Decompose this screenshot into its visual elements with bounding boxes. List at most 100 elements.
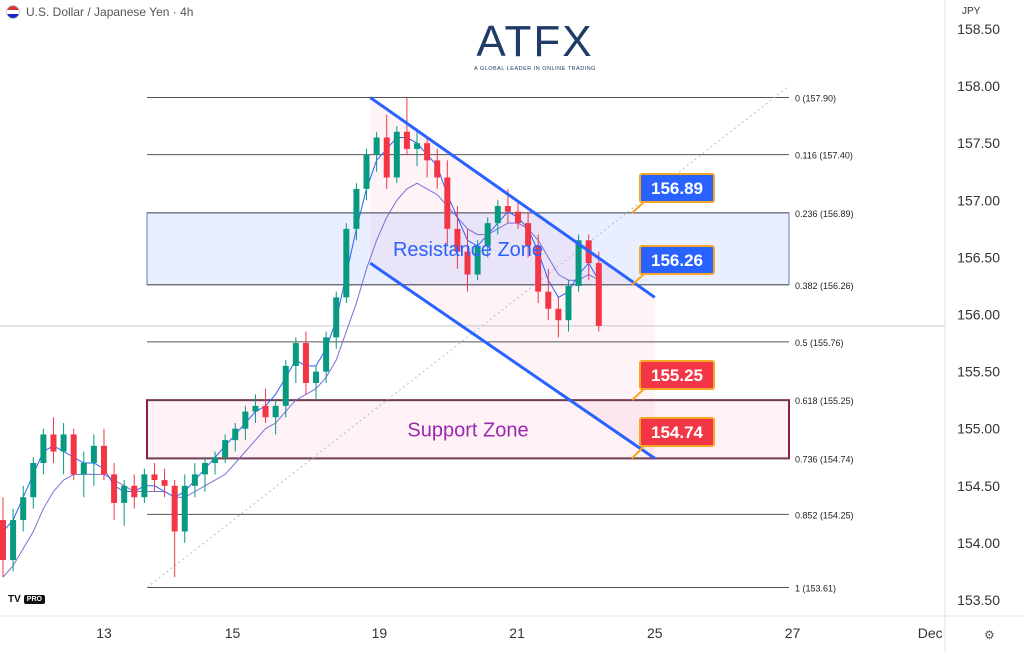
- candle-body[interactable]: [575, 240, 582, 286]
- y-tick-label: 157.50: [957, 135, 1000, 151]
- candle-body[interactable]: [454, 228, 461, 252]
- y-tick-label: 155.00: [957, 421, 1000, 437]
- candle-body[interactable]: [242, 411, 249, 429]
- candle-body[interactable]: [353, 188, 360, 229]
- y-tick-label: 156.50: [957, 249, 1000, 265]
- candle-body[interactable]: [373, 137, 380, 155]
- price-callout-box[interactable]: [639, 360, 715, 390]
- candle-body[interactable]: [70, 434, 77, 475]
- price-callout-box[interactable]: [639, 417, 715, 447]
- candle-body[interactable]: [282, 365, 289, 406]
- candle-body[interactable]: [80, 462, 87, 475]
- candle-body[interactable]: [504, 206, 511, 212]
- candle-body[interactable]: [50, 434, 57, 452]
- fib-level-label: 1 (153.61): [795, 583, 836, 593]
- fib-level-label: 0.5 (155.76): [795, 338, 844, 348]
- candle-body[interactable]: [595, 263, 602, 326]
- price-callout-box[interactable]: [639, 173, 715, 203]
- price-callout-pointer: [631, 388, 645, 401]
- candle-body[interactable]: [191, 474, 198, 486]
- price-callout-label: 155.25: [651, 366, 703, 385]
- fib-level-label: 0.618 (155.25): [795, 396, 854, 406]
- candle-body[interactable]: [10, 520, 17, 561]
- fib-level-label: 0.236 (156.89): [795, 209, 854, 219]
- price-callout-label: 156.89: [651, 179, 703, 198]
- candle-body[interactable]: [232, 428, 239, 441]
- us-japan-flag-icon: [6, 5, 20, 19]
- gear-icon[interactable]: ⚙: [984, 628, 995, 642]
- fib-level-label: 0.852 (154.25): [795, 510, 854, 520]
- candle-body[interactable]: [272, 405, 279, 418]
- candle-body[interactable]: [545, 291, 552, 309]
- channel-upper-line[interactable]: [369, 96, 656, 299]
- candle-body[interactable]: [262, 405, 269, 418]
- candle-body[interactable]: [201, 462, 208, 475]
- candle-body[interactable]: [121, 485, 128, 503]
- candle-body[interactable]: [161, 480, 168, 486]
- candle-body[interactable]: [181, 485, 188, 532]
- currency-label[interactable]: JPY: [962, 6, 981, 17]
- candle-body[interactable]: [313, 371, 320, 384]
- candle-body[interactable]: [222, 440, 229, 458]
- candle-body[interactable]: [525, 223, 532, 246]
- candle-body[interactable]: [171, 485, 178, 532]
- x-tick-label: 27: [785, 625, 801, 641]
- symbol-header[interactable]: U.S. Dollar / Japanese Yen · 4h: [6, 5, 193, 19]
- candle-body[interactable]: [111, 474, 118, 503]
- candle-body[interactable]: [343, 228, 350, 298]
- tv-logo: TV: [8, 594, 21, 605]
- candle-body[interactable]: [323, 337, 330, 372]
- channel-lower-line[interactable]: [369, 261, 656, 460]
- candle-body[interactable]: [535, 245, 542, 292]
- candle-body[interactable]: [20, 497, 27, 521]
- candle-body[interactable]: [141, 474, 148, 498]
- y-tick-label: 153.50: [957, 592, 1000, 608]
- y-tick-label: 157.00: [957, 192, 1000, 208]
- y-tick-label: 156.00: [957, 307, 1000, 323]
- candle-body[interactable]: [424, 143, 431, 161]
- candle-body[interactable]: [292, 343, 299, 366]
- fib-trend-line: [146, 85, 790, 588]
- x-tick-label: 15: [225, 625, 241, 641]
- candle-body[interactable]: [30, 462, 37, 498]
- candle-body[interactable]: [474, 245, 481, 275]
- candle-body[interactable]: [90, 445, 97, 463]
- candle-body[interactable]: [414, 143, 421, 149]
- candle-body[interactable]: [151, 474, 158, 481]
- candle-body[interactable]: [212, 457, 219, 463]
- x-tick-label: 21: [509, 625, 525, 641]
- price-callout-pointer: [631, 201, 645, 214]
- price-callout-pointer: [631, 445, 645, 460]
- candle-body[interactable]: [252, 405, 259, 412]
- x-tick-label: 25: [647, 625, 663, 641]
- price-callout-pointer: [631, 273, 645, 286]
- candle-body[interactable]: [565, 285, 572, 321]
- candle-body[interactable]: [60, 434, 67, 452]
- candle-body[interactable]: [514, 211, 521, 224]
- candle-body[interactable]: [434, 160, 441, 178]
- price-callout-box[interactable]: [639, 245, 715, 275]
- candle-body[interactable]: [484, 223, 491, 246]
- ma-slow-line: [2, 182, 600, 578]
- candle-body[interactable]: [383, 137, 390, 178]
- logo-wordmark: ATFX: [476, 17, 594, 66]
- candle-body[interactable]: [494, 206, 501, 224]
- candle-body[interactable]: [444, 177, 451, 229]
- candle-body[interactable]: [363, 154, 370, 189]
- candle-body[interactable]: [464, 251, 471, 275]
- fib-level-label: 0.382 (156.26): [795, 281, 854, 291]
- candle-body[interactable]: [555, 308, 562, 321]
- price-callout-label: 154.74: [651, 423, 704, 442]
- tradingview-watermark[interactable]: TV PRO: [8, 594, 45, 605]
- candle-body[interactable]: [393, 131, 400, 178]
- fib-level-label: 0 (157.90): [795, 94, 836, 104]
- candle-body[interactable]: [302, 343, 309, 384]
- candle-body[interactable]: [131, 485, 138, 498]
- y-tick-label: 154.00: [957, 535, 1000, 551]
- candle-body[interactable]: [403, 131, 410, 149]
- candle-body[interactable]: [40, 434, 47, 463]
- candle-body[interactable]: [100, 445, 107, 475]
- candle-body[interactable]: [0, 520, 6, 561]
- candle-body[interactable]: [333, 297, 340, 338]
